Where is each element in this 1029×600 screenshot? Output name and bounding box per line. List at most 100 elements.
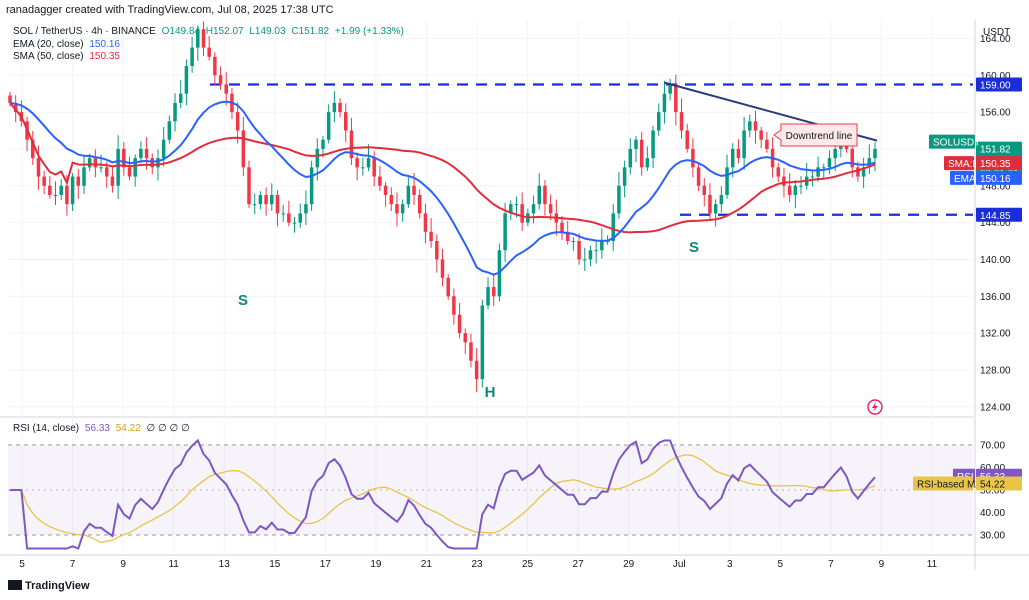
candle xyxy=(577,233,581,265)
candle-body xyxy=(486,287,490,306)
candle xyxy=(691,138,695,178)
candle-body xyxy=(469,342,473,361)
candle xyxy=(287,200,291,227)
candle-body xyxy=(270,194,274,205)
candle xyxy=(617,172,621,219)
rsi-ma-name-tag-text: RSI-based MA xyxy=(917,480,982,491)
ema-name-tag-bg xyxy=(950,170,974,185)
candle-body xyxy=(87,158,92,168)
candle-body xyxy=(275,194,280,214)
candle-body xyxy=(213,56,217,76)
candle-body xyxy=(708,194,712,214)
candle xyxy=(241,116,246,176)
lightning-icon-bolt xyxy=(872,402,878,412)
candle-body xyxy=(383,185,388,195)
candle-body xyxy=(691,148,695,168)
time-tick-label: 5 xyxy=(778,559,784,570)
candle-body xyxy=(298,213,302,223)
candle xyxy=(674,74,678,126)
candle-body xyxy=(82,167,86,186)
candle-body xyxy=(127,167,132,177)
candle xyxy=(793,180,798,209)
tradingview-logo-icon xyxy=(8,580,22,590)
candle-body xyxy=(104,167,109,177)
candle-body xyxy=(48,185,52,195)
candle xyxy=(207,35,211,61)
candle-body xyxy=(435,241,439,260)
candle-body xyxy=(696,167,701,186)
candle-body xyxy=(480,305,485,380)
candle xyxy=(395,192,399,227)
candle-body xyxy=(65,185,69,205)
candle xyxy=(70,172,75,212)
candle-body xyxy=(474,360,479,380)
candle-body xyxy=(651,130,655,159)
candle-body xyxy=(400,204,405,214)
time-tick-label: 23 xyxy=(471,559,483,570)
lightning-icon xyxy=(867,399,883,415)
candle xyxy=(656,103,661,136)
candle-body xyxy=(850,148,854,168)
sma-name-tag-bg xyxy=(944,156,974,171)
candle xyxy=(571,237,576,252)
candle xyxy=(292,216,297,233)
candle-body xyxy=(406,185,411,205)
time-tick-label: 13 xyxy=(219,559,231,570)
candle xyxy=(190,36,194,73)
candle xyxy=(787,173,792,202)
sma-line xyxy=(9,102,876,234)
candle xyxy=(531,195,536,224)
candle xyxy=(799,176,803,195)
candle-body xyxy=(776,167,781,177)
level-high-tag: 159.00 xyxy=(976,77,1022,92)
rsi-legend-value: 56.33 xyxy=(84,423,110,434)
sma-label: SMA (50, close) xyxy=(13,51,84,62)
candle xyxy=(634,136,638,163)
sma-legend[interactable]: SMA (50, close) 150.35 xyxy=(13,51,123,63)
candle xyxy=(321,136,325,158)
candle-body xyxy=(816,167,820,177)
candle xyxy=(406,177,411,208)
candle-body xyxy=(833,148,837,159)
candle-body xyxy=(59,185,63,195)
candle-body xyxy=(583,259,587,261)
candle xyxy=(520,192,524,232)
candle xyxy=(429,218,433,248)
candle-body xyxy=(355,158,359,168)
candle-body xyxy=(417,194,422,214)
symbol-label[interactable]: SOL / TetherUS · 4h · BINANCE xyxy=(13,26,156,37)
candle-body xyxy=(674,84,678,113)
candle xyxy=(748,114,752,138)
candle xyxy=(389,187,394,212)
candle-body xyxy=(457,314,462,334)
candle-body xyxy=(247,167,251,205)
ema-legend-value: 150.16 xyxy=(89,39,120,50)
candle xyxy=(110,166,115,193)
high-value: H152.07 xyxy=(205,26,244,37)
candle xyxy=(600,228,604,259)
price-tick-label: 148.00 xyxy=(980,181,1011,192)
price-tick-label: 132.00 xyxy=(980,329,1011,340)
candle xyxy=(338,98,342,118)
sma-name-tag-text: SMA:MA xyxy=(948,159,988,170)
candle-body xyxy=(656,112,661,131)
price-tick-label: 160.00 xyxy=(980,71,1011,82)
rsi-ma-legend-value: 54.22 xyxy=(115,423,141,434)
rsi-legend[interactable]: RSI (14, close) 56.33 54.22 ∅ ∅ ∅ ∅ xyxy=(13,423,193,435)
candle-body xyxy=(292,222,297,224)
candle-body xyxy=(736,148,741,159)
candle-body xyxy=(861,167,866,177)
candle xyxy=(480,299,485,388)
candle xyxy=(435,234,439,273)
candle xyxy=(270,183,274,212)
candle xyxy=(702,178,707,207)
level-low-tag-text: 144.85 xyxy=(980,211,1011,222)
candle-body xyxy=(793,185,798,195)
change-value: +1.99 (+1.33%) xyxy=(334,26,404,37)
ema-legend[interactable]: EMA (20, close) 150.16 xyxy=(13,39,123,51)
time-tick-label: 7 xyxy=(70,559,76,570)
candle-body xyxy=(787,185,792,195)
symbol-tag-text: SOLUSDT xyxy=(933,138,980,149)
candle-body xyxy=(822,167,826,169)
candle-body xyxy=(178,93,183,103)
